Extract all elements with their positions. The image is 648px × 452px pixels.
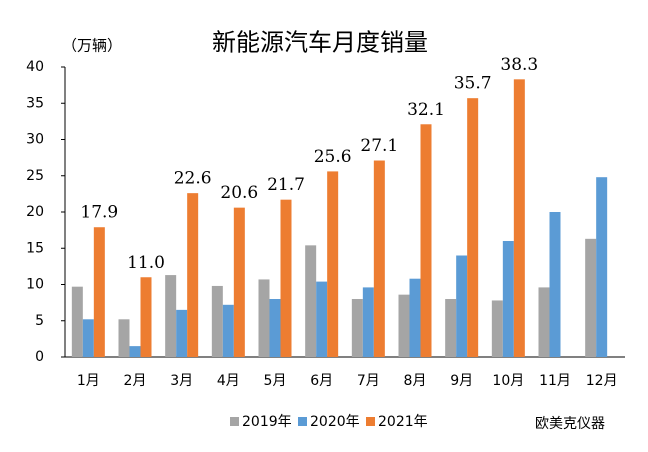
bar xyxy=(362,287,374,357)
y-tick-label: 20 xyxy=(26,204,44,220)
bar xyxy=(93,227,105,357)
bar xyxy=(351,299,363,357)
bar xyxy=(502,241,514,357)
legend-swatch xyxy=(298,417,307,426)
bar xyxy=(118,319,130,357)
bar xyxy=(305,245,317,357)
y-tick-label: 30 xyxy=(26,132,44,148)
bar xyxy=(316,281,328,357)
data-label: 21.7 xyxy=(267,175,305,195)
y-tick-label: 35 xyxy=(26,95,44,111)
data-label: 17.9 xyxy=(80,203,118,223)
bar xyxy=(538,287,550,357)
bar xyxy=(467,98,479,358)
y-tick-label: 10 xyxy=(26,277,44,293)
bar xyxy=(222,304,234,357)
bar xyxy=(211,285,223,357)
bar xyxy=(187,193,199,357)
x-tick-label: 3月 xyxy=(170,373,193,389)
data-label: 38.3 xyxy=(500,55,538,75)
x-tick-label: 6月 xyxy=(310,373,333,389)
x-tick-label: 1月 xyxy=(77,373,100,389)
bar xyxy=(513,79,525,357)
bar xyxy=(129,346,141,357)
bar xyxy=(456,255,468,357)
legend-label: 2019年 xyxy=(242,414,292,430)
chart-title: 新能源汽车月度销量 xyxy=(212,29,428,57)
bar xyxy=(280,199,292,357)
bar xyxy=(71,286,83,357)
bar xyxy=(82,319,94,357)
y-tick-label: 40 xyxy=(26,59,44,75)
y-tick-label: 15 xyxy=(26,240,44,256)
y-axis-label: （万辆） xyxy=(62,37,122,55)
bar xyxy=(165,275,177,357)
data-label: 25.6 xyxy=(314,147,352,167)
legend-label: 2021年 xyxy=(378,414,428,430)
watermark: 欧美克仪器 xyxy=(535,416,605,432)
x-tick-label: 8月 xyxy=(404,373,427,389)
bar xyxy=(373,160,385,357)
bar xyxy=(176,309,188,357)
bar xyxy=(409,278,421,357)
x-tick-label: 11月 xyxy=(539,373,571,389)
bar xyxy=(596,177,608,357)
bar xyxy=(269,299,281,357)
bar xyxy=(327,171,339,357)
legend-label: 2020年 xyxy=(310,414,360,430)
bar xyxy=(258,279,270,357)
data-label: 20.6 xyxy=(220,183,258,203)
y-tick-label: 5 xyxy=(35,313,44,329)
bar xyxy=(491,300,503,357)
bar xyxy=(398,294,410,357)
x-tick-label: 5月 xyxy=(264,373,287,389)
bar xyxy=(140,277,152,357)
x-tick-label: 2月 xyxy=(124,373,147,389)
bar xyxy=(585,238,597,357)
y-tick-label: 25 xyxy=(26,168,44,184)
x-tick-label: 9月 xyxy=(450,373,473,389)
data-label: 11.0 xyxy=(127,253,165,273)
bar xyxy=(549,212,561,357)
legend-swatch xyxy=(366,417,375,426)
data-label: 35.7 xyxy=(454,74,492,94)
x-tick-label: 4月 xyxy=(217,373,240,389)
data-label: 22.6 xyxy=(174,169,212,189)
x-tick-label: 10月 xyxy=(492,373,524,389)
legend-swatch xyxy=(230,417,239,426)
x-tick-label: 12月 xyxy=(586,373,618,389)
data-label: 27.1 xyxy=(360,136,398,156)
bar xyxy=(445,299,457,357)
bar xyxy=(233,207,245,357)
y-tick-label: 0 xyxy=(35,349,44,365)
data-label: 32.1 xyxy=(407,100,445,120)
bar xyxy=(420,124,432,358)
x-tick-label: 7月 xyxy=(357,373,380,389)
